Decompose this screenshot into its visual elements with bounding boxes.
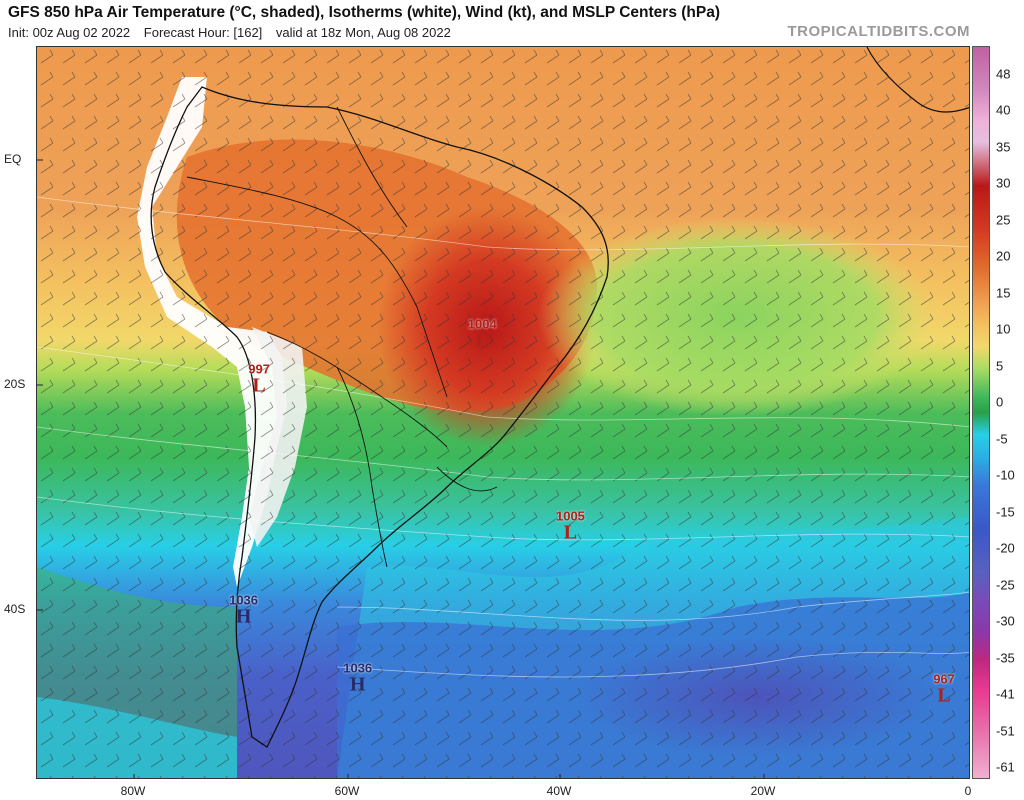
colorbar-tick: 10 [996, 321, 1011, 337]
lon-label-40w: 40W [546, 784, 572, 798]
colorbar-tick: -15 [996, 504, 1015, 520]
lon-label-0: 0 [964, 784, 972, 798]
low-pressure-center: 1005 L [555, 508, 585, 544]
colorbar-tick: 15 [996, 285, 1011, 301]
colorbar-tick: 0 [996, 394, 1004, 410]
colorbar-tick: -20 [996, 540, 1015, 556]
colorbar-tick: 20 [996, 248, 1011, 264]
map-panel[interactable] [36, 46, 970, 779]
colorbar-tick: 30 [996, 175, 1011, 191]
low-pressure-center: 967 L [933, 671, 955, 707]
colorbar-tick: 48 [996, 66, 1011, 82]
center-symbol: L [563, 521, 578, 544]
high-pressure-center: 1036 H [229, 592, 259, 628]
center-pressure-value: 1036 [229, 592, 259, 608]
center-symbol: L [937, 684, 951, 707]
lon-label-80w: 80W [120, 784, 146, 798]
lon-label-60w: 60W [334, 784, 360, 798]
colorbar-tick: -5 [996, 431, 1008, 447]
center-pressure-value: 1005 [555, 508, 585, 524]
center-pressure-value: 1036 [343, 660, 373, 675]
center-symbol: H [235, 605, 252, 628]
colorbar-tick: 40 [996, 102, 1011, 118]
lon-label-20w: 20W [750, 784, 776, 798]
low-pressure-center: 1004 L [467, 316, 497, 352]
lat-label-20s: 20S [4, 377, 26, 391]
colorbar-tick: -35 [996, 650, 1015, 666]
low-pressure-center: 997 L [248, 361, 270, 397]
colorbar-tick: 35 [996, 139, 1011, 155]
colorbar-tick: -51 [996, 723, 1015, 739]
init-time: Init: 00z Aug 02 2022 [8, 25, 131, 40]
colorbar-tick: 25 [996, 212, 1011, 228]
center-symbol: L [252, 374, 266, 397]
high-pressure-center: 1036 H [343, 660, 373, 695]
colorbar-tick: -30 [996, 613, 1015, 629]
center-pressure-value: 1004 [467, 316, 497, 332]
lat-label-eq: EQ [4, 152, 22, 166]
map-subtitle: Init: 00z Aug 02 2022 Forecast Hour: [16… [8, 25, 461, 40]
center-pressure-value: 997 [248, 361, 270, 377]
map-title: GFS 850 hPa Air Temperature (°C, shaded)… [8, 4, 721, 21]
colorbar-tick: -25 [996, 577, 1015, 593]
temperature-colorbar [972, 46, 990, 779]
colorbar-tick: -10 [996, 467, 1015, 483]
forecast-hour: Forecast Hour: [162] [143, 25, 263, 40]
colorbar-tick: 5 [996, 358, 1004, 374]
center-pressure-value: 967 [933, 671, 955, 687]
temperature-map [37, 47, 969, 778]
center-symbol: L [475, 329, 489, 352]
colorbar-tick: -41 [996, 686, 1015, 702]
valid-time: valid at 18z Mon, Aug 08 2022 [275, 25, 451, 40]
lat-label-40s: 40S [4, 602, 26, 616]
colorbar-tick: -61 [996, 759, 1015, 775]
center-symbol: H [349, 673, 366, 695]
site-brand[interactable]: TROPICALTIDBITS.COM [787, 23, 970, 40]
